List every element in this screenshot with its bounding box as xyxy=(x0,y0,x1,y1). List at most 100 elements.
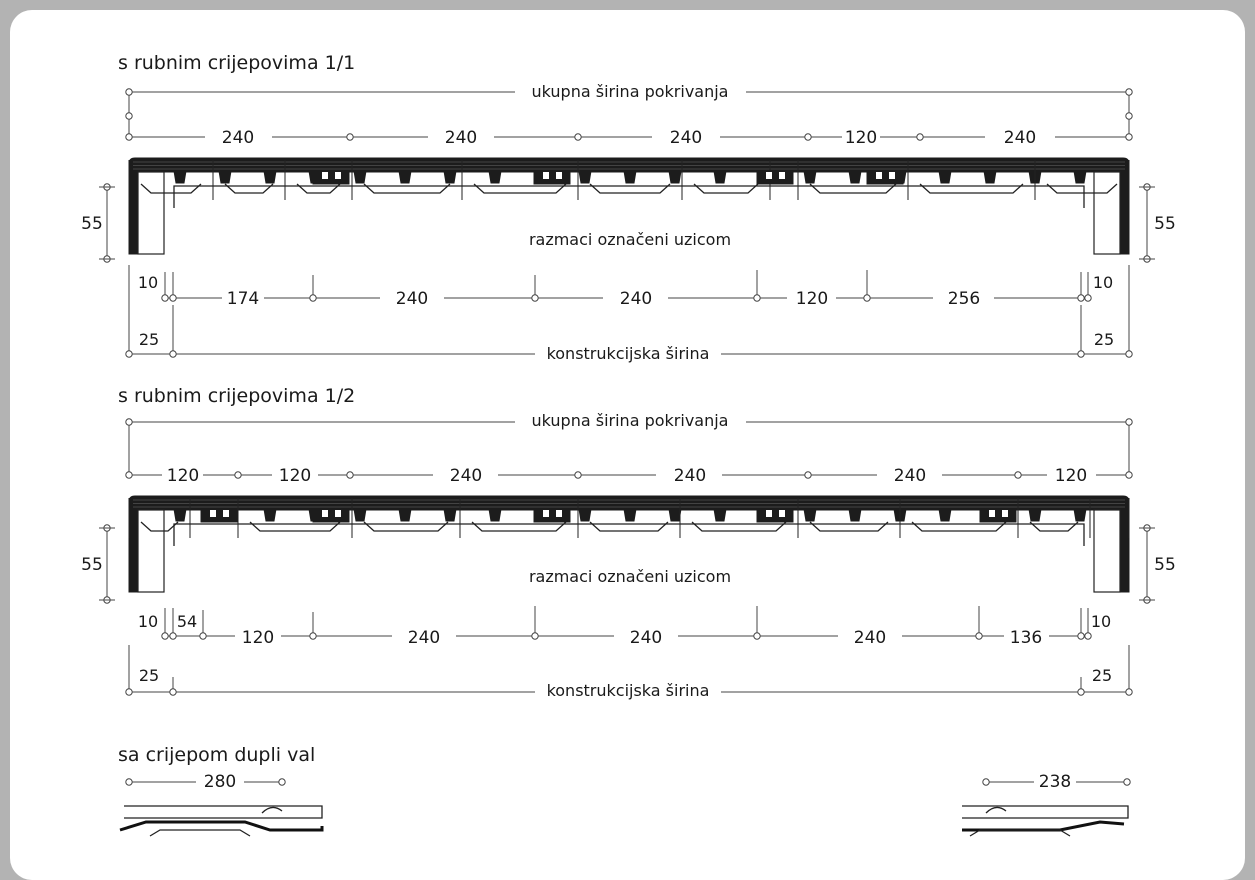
right-verge-block xyxy=(1119,509,1130,593)
tile-interlock xyxy=(533,169,571,185)
dimension-node xyxy=(574,471,582,479)
tile-interlock-gap xyxy=(335,510,341,517)
section-1-right-edge-small: 10 xyxy=(1093,273,1113,292)
tile-tooth xyxy=(713,508,727,522)
section-1-top-dim-5: 240 xyxy=(1004,128,1036,148)
section-3-heading: sa crijepom dupli val xyxy=(118,744,315,766)
tile-interlock xyxy=(756,507,794,523)
dimension-node xyxy=(1077,294,1085,302)
dimension-node xyxy=(1084,294,1092,302)
tile-tooth xyxy=(713,170,727,184)
tile-tooth xyxy=(578,170,592,184)
tile-interlock-gap xyxy=(556,510,562,517)
tile-interlock-gap xyxy=(1002,510,1008,517)
dimension-node xyxy=(125,688,133,696)
section-2-top-dim-1: 120 xyxy=(167,466,199,486)
section-2-construction-width-label: konstrukcijska širina xyxy=(547,681,710,700)
section-2-bottom-dim-5: 240 xyxy=(854,628,886,648)
dimension-node xyxy=(1125,688,1133,696)
section-2-bottom-dim-1: 54 xyxy=(177,612,197,631)
tile-wave-outline xyxy=(911,521,1007,532)
tile-tooth xyxy=(353,508,367,522)
dimension-node xyxy=(1125,350,1133,358)
dimension-node xyxy=(982,778,990,786)
section-2-right-edge-large: 25 xyxy=(1092,666,1112,685)
tile-wave-outline xyxy=(1029,521,1079,532)
tile-interlock-gap xyxy=(322,172,328,179)
double-wave-left-dim: 280 xyxy=(204,772,236,792)
section-1-bottom-dim-3: 240 xyxy=(620,289,652,309)
section-2-top-dim-2: 120 xyxy=(279,466,311,486)
tile-tooth xyxy=(848,508,862,522)
section-1-spacing-label: razmaci označeni uzicom xyxy=(529,230,731,249)
dimension-node xyxy=(125,778,133,786)
tile-wave-outline xyxy=(140,183,202,194)
tile-tooth xyxy=(938,170,952,184)
dimension-node xyxy=(309,294,317,302)
tile-tooth xyxy=(263,508,277,522)
dimension-node xyxy=(125,471,133,479)
double-wave-left-wave xyxy=(149,829,251,837)
tile-wave-outline xyxy=(296,183,341,194)
tile-wave-outline xyxy=(224,183,274,194)
left-verge-block xyxy=(128,509,139,593)
section-1-bottom-dim-2: 240 xyxy=(396,289,428,309)
dimension-node xyxy=(169,350,177,358)
tile-interlock xyxy=(866,169,904,185)
tile-tooth xyxy=(398,508,412,522)
dimension-node xyxy=(531,632,539,640)
dimension-node xyxy=(753,294,761,302)
tile-interlock-gap xyxy=(335,172,341,179)
tile-tooth xyxy=(218,170,232,184)
tile-interlock xyxy=(200,507,238,523)
section-1-heading: s rubnim crijepovima 1/1 xyxy=(118,52,355,74)
dimension-node xyxy=(169,294,177,302)
tile-tooth xyxy=(803,170,817,184)
tile-interlock-gap xyxy=(876,172,882,179)
tile-interlock-gap xyxy=(989,510,995,517)
section-1-top-dim-1: 240 xyxy=(222,128,254,148)
tile-support-line xyxy=(173,523,1085,546)
tile-wave-outline xyxy=(919,183,1024,194)
right-verge-block xyxy=(1119,171,1130,255)
tile-top-bar xyxy=(128,157,1130,173)
section-1-bottom-dim-1: 174 xyxy=(227,289,259,309)
tile-tooth xyxy=(443,170,457,184)
dimension-node xyxy=(1077,350,1085,358)
section-2-bottom-dim-2: 120 xyxy=(242,628,274,648)
tile-wave-outline xyxy=(1046,183,1118,194)
dimension-node xyxy=(125,112,133,120)
diagram-geometry xyxy=(99,88,1155,837)
tile-tooth xyxy=(263,170,277,184)
tile-wave-outline xyxy=(363,183,451,194)
section-2-bottom-dim-3: 240 xyxy=(408,628,440,648)
tile-tooth xyxy=(1073,508,1087,522)
tile-interlock-gap xyxy=(543,510,549,517)
left-verge-block xyxy=(128,171,139,255)
tile-tooth xyxy=(443,508,457,522)
dimension-node xyxy=(169,632,177,640)
tile-interlock-gap xyxy=(543,172,549,179)
section-2-left-height: 55 xyxy=(81,555,103,575)
dimension-node xyxy=(863,294,871,302)
section-1-top-dim-4: 120 xyxy=(845,128,877,148)
dimension-node xyxy=(1125,88,1133,96)
dimension-node xyxy=(753,632,761,640)
double-wave-right-base xyxy=(962,820,1125,832)
dimension-node xyxy=(916,133,924,141)
tile-support-line xyxy=(173,185,1085,208)
right-verge-outline xyxy=(1093,509,1121,593)
tile-wave-outline xyxy=(473,183,567,194)
tile-wave-outline xyxy=(809,521,889,532)
section-2-heading: s rubnim crijepovima 1/2 xyxy=(118,385,355,407)
section-1-bottom-dim-4: 120 xyxy=(796,289,828,309)
tile-wave-outline xyxy=(693,183,759,194)
dimension-node xyxy=(975,632,983,640)
section-2-bottom-dim-4: 240 xyxy=(630,628,662,648)
dimension-node xyxy=(1125,133,1133,141)
tile-tooth xyxy=(1073,170,1087,184)
section-2-top-dim-3: 240 xyxy=(450,466,482,486)
dimension-node xyxy=(199,632,207,640)
dimension-node xyxy=(574,133,582,141)
